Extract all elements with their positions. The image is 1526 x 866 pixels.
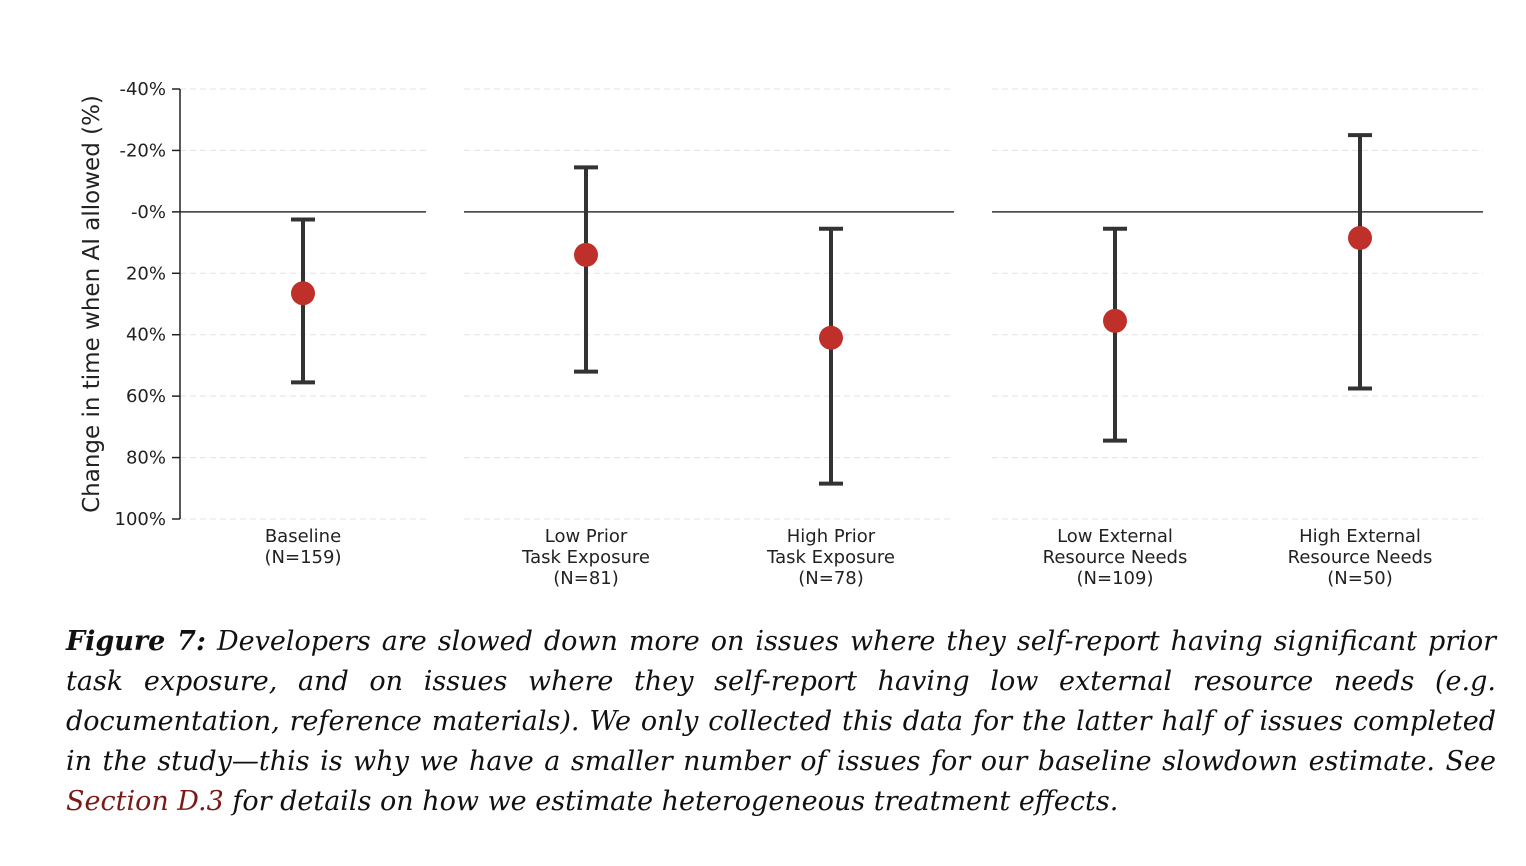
category-label: Task Exposure — [766, 547, 895, 568]
point-estimate — [574, 242, 598, 267]
y-tick-label: 20% — [126, 263, 166, 284]
category-label: (N=159) — [265, 547, 342, 568]
y-axis: -40% -20% -0% 20% 40% 60% 80% 100% — [115, 79, 181, 530]
category-label: Low External — [1057, 526, 1173, 547]
section-reference-link[interactable]: Section D.3 — [66, 786, 224, 817]
category-label: Resource Needs — [1043, 547, 1188, 568]
category-label: (N=78) — [798, 568, 864, 589]
y-tick-label: -40% — [119, 79, 166, 100]
point-estimate — [1348, 225, 1372, 250]
y-tick-label: 40% — [126, 325, 166, 346]
point-estimate — [1103, 308, 1127, 333]
point-estimate — [291, 281, 315, 306]
error-bar-chart: -40%-20%-0%20%40%60%80%100% Baseline(N=1… — [79, 79, 1483, 589]
category-label: High Prior — [787, 526, 876, 547]
y-tick-label: -20% — [119, 140, 166, 161]
caption-text-main: Developers are slowed down more on issue… — [66, 626, 1496, 777]
grid-layer — [180, 88, 1483, 520]
figure-caption: Figure 7: Developers are slowed down mor… — [66, 622, 1496, 822]
figure-label: Figure 7: — [66, 626, 206, 657]
data-marks — [291, 133, 1372, 486]
category-label: Resource Needs — [1288, 547, 1433, 568]
category-label: Baseline — [265, 526, 341, 547]
y-tick-label: -0% — [131, 202, 166, 223]
point-estimate — [819, 325, 843, 350]
category-label: (N=109) — [1077, 568, 1154, 589]
category-label: (N=50) — [1327, 568, 1393, 589]
y-tick-label: 60% — [126, 386, 166, 407]
category-label: High External — [1299, 526, 1421, 547]
caption-text-end: for details on how we estimate heterogen… — [223, 786, 1119, 817]
y-tick-label: 100% — [115, 509, 166, 530]
y-axis-label: Change in time when AI allowed (%) — [79, 95, 105, 513]
y-tick-label: 80% — [126, 448, 166, 469]
category-label: Task Exposure — [521, 547, 650, 568]
category-label: (N=81) — [553, 568, 619, 589]
category-label: Low Prior — [545, 526, 628, 547]
